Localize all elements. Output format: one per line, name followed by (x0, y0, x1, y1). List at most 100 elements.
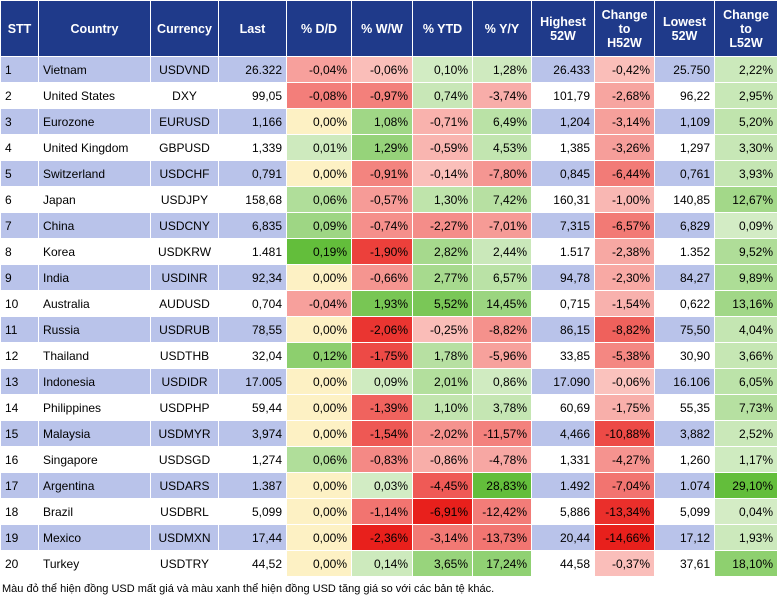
table-cell: 16 (0, 446, 39, 473)
table-cell: 14,45% (472, 290, 532, 317)
table-cell: 14 (0, 394, 39, 421)
table-cell: Vietnam (38, 56, 151, 83)
header-cell: Change to L52W (714, 0, 777, 57)
table-cell: -1,90% (351, 238, 413, 265)
table-cell: 1.074 (654, 472, 715, 499)
table-cell: Argentina (38, 472, 151, 499)
table-cell: -0,71% (412, 108, 473, 135)
table-row: 8 Korea USDKRW 1.481 0,19% -1,90% 2,82% 2,44% 1.… (0, 238, 777, 265)
header-cell: % Y/Y (472, 0, 532, 57)
table-cell: Eurozone (38, 108, 151, 135)
table-cell: USDMYR (150, 420, 219, 447)
table-cell: USDIDR (150, 368, 219, 395)
table-row: 14 Philippines USDPHP 59,44 0,00% -1,39% 1,10%… (0, 394, 777, 421)
table-cell: Philippines (38, 394, 151, 421)
table-cell: 0,01% (286, 134, 352, 161)
table-row: 9 India USDINR 92,34 0,00% -0,66% 2,77% 6,57% 94… (0, 264, 777, 291)
table-cell: 4,53% (472, 134, 532, 161)
table-row: 11 Russia USDRUB 78,55 0,00% -2,06% -0,25% -8,8… (0, 316, 777, 343)
header-cell: Lowest 52W (654, 0, 715, 57)
table-cell: 1,78% (412, 342, 473, 369)
table-row: 16 Singapore USDSGD 1,274 0,06% -0,83% -0,86% -… (0, 446, 777, 473)
table-row: 2 United States DXY 99,05 -0,08% -0,97% 0,74% -… (0, 82, 777, 109)
table-cell: 60,69 (531, 394, 595, 421)
table-cell: Malaysia (38, 420, 151, 447)
table-cell: 0,74% (412, 82, 473, 109)
table-row: 19 Mexico USDMXN 17,44 0,00% -2,36% -3,14% -13,… (0, 524, 777, 551)
table-cell: 28,83% (472, 472, 532, 499)
table-cell: -7,80% (472, 160, 532, 187)
table-cell: 2,82% (412, 238, 473, 265)
table-cell: 0,622 (654, 290, 715, 317)
table-cell: 0,04% (714, 498, 777, 525)
table-cell: -1,00% (594, 186, 655, 213)
table-cell: 4,04% (714, 316, 777, 343)
table-row: 1 Vietnam USDVND 26.322 -0,04% -0,06% 0,10% 1,2… (0, 56, 777, 83)
table-cell: 0,09% (286, 212, 352, 239)
table-cell: 6,49% (472, 108, 532, 135)
header-cell: STT (0, 0, 39, 57)
table-cell: 0,00% (286, 550, 352, 577)
table-cell: 15 (0, 420, 39, 447)
table-cell: 86,15 (531, 316, 595, 343)
table-cell: 0,14% (351, 550, 413, 577)
table-cell: 2 (0, 82, 39, 109)
table-cell: 12,67% (714, 186, 777, 213)
table-cell: 1,93% (714, 524, 777, 551)
table-cell: 17 (0, 472, 39, 499)
table-cell: 16.106 (654, 368, 715, 395)
table-cell: 29,10% (714, 472, 777, 499)
table-cell: 0,704 (218, 290, 287, 317)
table-cell: 0,19% (286, 238, 352, 265)
table-cell: 0,761 (654, 160, 715, 187)
header-row: STT Country Currency Last% D/D% W/W% YTD% Y… (0, 0, 777, 57)
table-cell: 3,974 (218, 420, 287, 447)
table-cell: USDVND (150, 56, 219, 83)
table-cell: -0,74% (351, 212, 413, 239)
table-cell: -14,66% (594, 524, 655, 551)
table-cell: 2,77% (412, 264, 473, 291)
table-cell: 101,79 (531, 82, 595, 109)
table-cell: 92,34 (218, 264, 287, 291)
table-body: 1 Vietnam USDVND 26.322 -0,04% -0,06% 0,10% 1,2… (0, 56, 777, 577)
table-cell: 5,20% (714, 108, 777, 135)
table-cell: -1,54% (594, 290, 655, 317)
table-cell: 0,06% (286, 446, 352, 473)
table-cell: 84,27 (654, 264, 715, 291)
table-cell: -4,45% (412, 472, 473, 499)
table-cell: -0,42% (594, 56, 655, 83)
table-cell: 17,44 (218, 524, 287, 551)
table-row: 4 United Kingdom GBPUSD 1,339 0,01% 1,29% -0,5… (0, 134, 777, 161)
table-cell: 2,22% (714, 56, 777, 83)
table-cell: Mexico (38, 524, 151, 551)
table-cell: USDKRW (150, 238, 219, 265)
table-row: 13 Indonesia USDIDR 17.005 0,00% 0,09% 2,01% 0,… (0, 368, 777, 395)
table-cell: 1,29% (351, 134, 413, 161)
footnote: Màu đỏ thể hiện đồng USD mất giá và màu … (2, 583, 495, 595)
table-cell: 25.750 (654, 56, 715, 83)
table-cell: -1,14% (351, 498, 413, 525)
table-row: 18 Brazil USDBRL 5,099 0,00% -1,14% -6,91% -12,… (0, 498, 777, 525)
table-cell: 6,57% (472, 264, 532, 291)
table-cell: 78,55 (218, 316, 287, 343)
table-cell: 1,166 (218, 108, 287, 135)
table-cell: 0,715 (531, 290, 595, 317)
table-cell: 9,52% (714, 238, 777, 265)
table-cell: Switzerland (38, 160, 151, 187)
table-cell: 1,204 (531, 108, 595, 135)
table-cell: 1.517 (531, 238, 595, 265)
table-cell: DXY (150, 82, 219, 109)
table-cell: 9,89% (714, 264, 777, 291)
table-cell: -0,06% (594, 368, 655, 395)
table-cell: Turkey (38, 550, 151, 577)
table-cell: 1,385 (531, 134, 595, 161)
table-cell: AUDUSD (150, 290, 219, 317)
table-cell: -2,27% (412, 212, 473, 239)
table-cell: 17.090 (531, 368, 595, 395)
table-cell: 37,61 (654, 550, 715, 577)
table-cell: United States (38, 82, 151, 109)
table-cell: 44,52 (218, 550, 287, 577)
table-cell: 0,00% (286, 394, 352, 421)
table-cell: 0,00% (286, 368, 352, 395)
